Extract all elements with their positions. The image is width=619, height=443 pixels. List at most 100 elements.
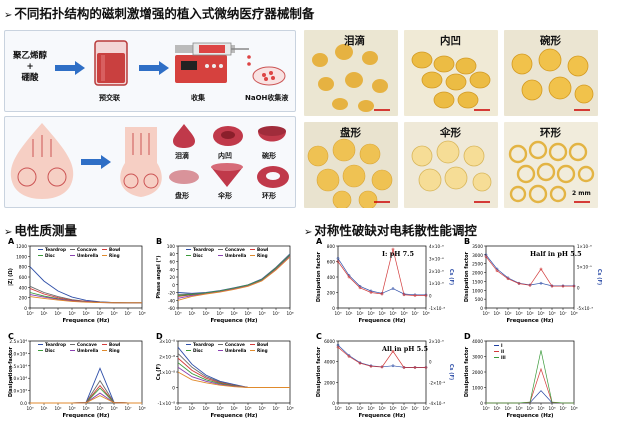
y-tick-label: 4000 [472, 339, 483, 345]
series-line-bowl [30, 384, 142, 404]
y2-tick-label: 4×10⁻⁸ [429, 244, 444, 249]
y2-tick-label: 5×10⁻⁹ [577, 265, 592, 270]
x-tick-label: 10⁴ [378, 311, 385, 316]
y-tick-label: 4000 [324, 360, 335, 366]
y-axis-title: Dissipation factor [316, 251, 322, 302]
series-line-disc [30, 387, 142, 404]
y2-tick-label: 0 [429, 360, 432, 365]
data-point [561, 284, 565, 288]
legend-label: Ring [109, 253, 120, 258]
x-axis-title: Frequence (Hz) [506, 413, 554, 419]
series-line-teardrop [177, 253, 291, 294]
x-tick-label: 10³ [216, 406, 223, 411]
data-point [380, 365, 384, 369]
x-tick-label: 10⁷ [559, 406, 566, 411]
x-tick-label: 10⁶ [258, 406, 265, 411]
chart-letter: A [316, 237, 323, 246]
y2-axis-title: Cs (F) [448, 269, 454, 285]
y-tick-label: 200 [327, 291, 335, 297]
y2-tick-label: 0 [429, 294, 432, 299]
shape-label-teardrop: 泪滴 [175, 152, 189, 160]
x-tick-label: 10³ [216, 311, 223, 316]
photo-grid: 泪滴 内凹 碗形 [300, 30, 615, 212]
x-tick-label: 10⁸ [286, 406, 293, 411]
process-panel: 聚乙烯醇 + 硼酸 预交联 收集 NaOH收集液 [4, 30, 296, 112]
x-tick-label: 10⁶ [110, 311, 117, 316]
series-line-umbrella [177, 255, 291, 299]
chart-letter: B [156, 237, 162, 246]
legend-label: Concave [77, 342, 97, 347]
data-point [391, 247, 395, 251]
x-tick-label: 10⁴ [82, 311, 89, 316]
y-tick-label: 0 [480, 306, 483, 312]
x-tick-label: 10⁰ [174, 406, 181, 411]
section-title-dissipation: ➢ 对称性破缺对电耗散性能调控 [304, 223, 477, 238]
x-tick-label: 10³ [68, 311, 75, 316]
condition-label: All in pH 5.5 [381, 345, 428, 353]
x-tick-label: 10⁷ [272, 311, 279, 316]
chart-letter: D [156, 332, 163, 341]
condition-label: Half in pH 5.5 [530, 250, 582, 258]
section-title-electrical: ➢ 电性质测量 [4, 223, 77, 238]
arrow-icon [139, 61, 169, 75]
y-tick-label: -60 [168, 306, 175, 312]
legend-label: Umbrella [225, 348, 247, 353]
x-tick-label: 10² [54, 311, 61, 316]
y-tick-label: 1000 [472, 386, 483, 392]
legend-label: Concave [225, 342, 245, 347]
series-line-concave [177, 353, 290, 388]
data-point [572, 284, 576, 288]
disc-shape-icon [169, 170, 199, 184]
data-point [391, 287, 395, 290]
legend-label: Ring [109, 348, 120, 353]
data-point [484, 253, 488, 257]
series-line-cs-f- [337, 346, 426, 368]
x-tick-label: 10² [504, 311, 511, 316]
y-tick-label: -1×10⁻⁸ [158, 401, 176, 407]
photo-disc: 盘形 [304, 122, 398, 208]
data-point [424, 294, 428, 297]
x-axis-title: Frequence (Hz) [506, 318, 554, 324]
chart-letter: A [8, 237, 15, 246]
y-tick-label: 20 [170, 275, 176, 281]
x-tick-label: 10⁰ [26, 406, 33, 411]
y-tick-label: 500 [475, 297, 483, 303]
legend-label: Teardrop [45, 247, 66, 252]
x-tick-label: 10⁵ [96, 311, 103, 316]
legend-label: Umbrella [77, 348, 99, 353]
title-arrow-icon: ➢ [4, 10, 13, 21]
legend-label: III [501, 355, 506, 360]
y2-tick-label: -1×10⁻⁸ [429, 306, 446, 311]
x-tick-label: 10⁰ [482, 311, 489, 316]
data-point [528, 283, 532, 287]
y-tick-label: 100 [167, 244, 175, 250]
x-axis-title: Frequence (Hz) [358, 413, 406, 419]
photo-ring: 环形 2 mm [504, 122, 598, 208]
legend-label: Concave [225, 247, 245, 252]
x-tick-label: 10⁴ [378, 406, 385, 411]
legend-label: Teardrop [193, 247, 214, 252]
condition-label: I: pH 7.5 [382, 250, 414, 258]
y-axis-title: Cs (F) [156, 364, 162, 380]
y-tick-label: 1500 [472, 279, 483, 285]
y-tick-label: 2000 [472, 271, 483, 277]
concave-shape-icon [213, 126, 243, 146]
series-line-ring [177, 256, 291, 301]
legend-label: Concave [77, 247, 97, 252]
legend-label: Teardrop [45, 342, 66, 347]
shape-label-disc: 盘形 [175, 192, 189, 200]
y2-tick-label: 1×10⁻⁸ [429, 281, 444, 286]
x-tick-label: 10⁶ [258, 311, 265, 316]
legend-label: Bowl [109, 247, 121, 252]
x-tick-label: 10⁸ [286, 311, 293, 316]
y-tick-label: 40 [170, 267, 176, 273]
data-point [347, 355, 351, 358]
series-line-ring [30, 395, 142, 404]
x-tick-label: 10² [54, 406, 61, 411]
x-tick-label: 10¹ [493, 406, 500, 411]
x-tick-label: 10¹ [188, 311, 195, 316]
data-point [413, 366, 417, 369]
legend-label: Disc [45, 348, 55, 353]
data-point [347, 275, 351, 279]
y-tick-label: 3500 [472, 244, 483, 250]
